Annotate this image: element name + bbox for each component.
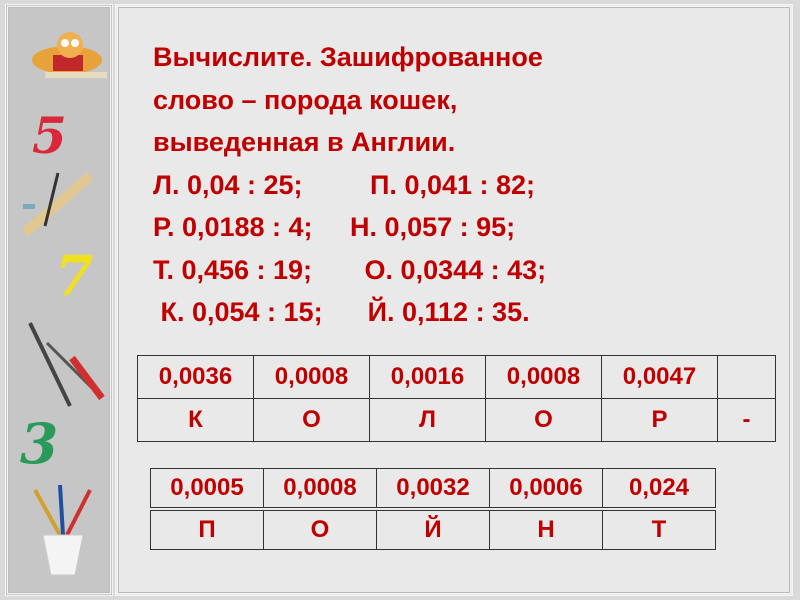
compass-pencil-icon [28,322,105,407]
task-line: К. 0,054 : 15; Й. 0,112 : 35. [153,297,530,327]
letter-cell: Т [602,508,716,550]
table-row-letters: К О Л О Р - [137,398,776,442]
number-cell: 0,0032 [376,468,490,511]
task-line: Л. 0,04 : 25; П. 0,041 : 82; [153,169,536,200]
task-line: Т. 0,456 : 19; О. 0,0344 : 43; [153,254,547,285]
letter-cell: К [137,398,254,442]
task-text: Вычислите. Зашифрованное слово – порода к… [153,36,773,334]
number-cell: 0,0036 [137,355,254,399]
table-row-numbers: 0,0036 0,0008 0,0016 0,0008 0,0047 [137,355,776,399]
pencil-cup-icon [33,484,92,576]
letter-cell: О [485,398,602,442]
table-row-letters: П О Й Н Т [150,508,716,550]
number-cell: 0,0006 [489,468,603,511]
letter-cell: О [253,398,370,442]
letter-cell: Н [489,508,603,550]
number-cell: 0,0008 [253,355,370,399]
task-line: слово – порода кошек, [153,84,458,115]
digit-3-icon: 3 [20,411,59,476]
letter-cell: О [263,508,377,550]
ruler-pencil-icon [21,172,94,237]
cartoon-character-icon [32,32,107,78]
task-line: выведенная в Англии. [153,127,456,157]
digit-7-icon: 7 [55,243,94,308]
letter-cell: П [150,508,264,550]
letter-cell: - [717,398,776,442]
number-cell: 0,0008 [485,355,602,399]
number-cell: 0,024 [602,468,716,511]
digit-5-icon: 5 [32,106,67,165]
letter-cell: Л [369,398,486,442]
letter-cell: Р [601,398,718,442]
number-cell: 0,0047 [601,355,718,399]
number-cell: 0,0005 [150,468,264,511]
answer-table-2: 0,0005 0,0008 0,0032 0,0006 0,024 П О Й … [150,468,716,550]
number-cell: 0,0008 [263,468,377,511]
number-cell [717,355,776,399]
task-line: Р. 0,0188 : 4; Н. 0,057 : 95; [153,212,516,242]
number-cell: 0,0016 [369,355,486,399]
table-row-numbers: 0,0005 0,0008 0,0032 0,0006 0,024 [150,468,716,511]
task-line: Вычислите. Зашифрованное [153,42,543,72]
letter-cell: Й [376,508,490,550]
answer-table-1: 0,0036 0,0008 0,0016 0,0008 0,0047 К О Л… [137,355,776,442]
